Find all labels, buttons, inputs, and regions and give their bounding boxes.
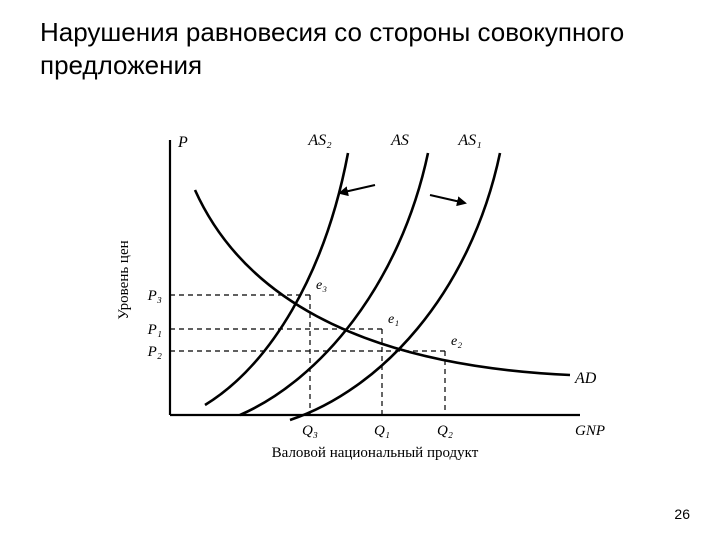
- equilibrium-chart: P GNP Валовой национальный продукт Уровень …: [100, 115, 620, 475]
- price-tick-P2: P₂: [147, 344, 162, 360]
- price-tick-P3: P₃: [147, 288, 162, 304]
- shift-arrow-1: [430, 195, 465, 203]
- as-label-0: AS₂: [307, 132, 332, 149]
- shift-arrow-0: [340, 185, 375, 193]
- as-label-2: AS₁: [457, 132, 481, 149]
- ad-label: AD: [574, 370, 597, 387]
- page-number: 26: [674, 506, 690, 522]
- y-axis-top-label: P: [177, 134, 188, 151]
- qty-tick-Q1: Q₁: [374, 423, 390, 439]
- x-axis-bottom-label: Валовой национальный продукт: [272, 445, 479, 461]
- equilibrium-label-e1: e₁: [388, 312, 399, 327]
- qty-tick-Q3: Q₃: [302, 423, 318, 439]
- slide-title: Нарушения равновесия со стороны совокупн…: [40, 16, 680, 81]
- price-tick-P1: P₁: [147, 322, 162, 338]
- qty-tick-Q2: Q₂: [437, 423, 453, 439]
- x-axis-right-label: GNP: [575, 423, 605, 439]
- equilibrium-label-e2: e₂: [451, 334, 462, 349]
- as-label-1: AS: [390, 132, 409, 149]
- equilibrium-label-e3: e₃: [316, 278, 327, 293]
- y-axis-label: Уровень цен: [116, 240, 132, 319]
